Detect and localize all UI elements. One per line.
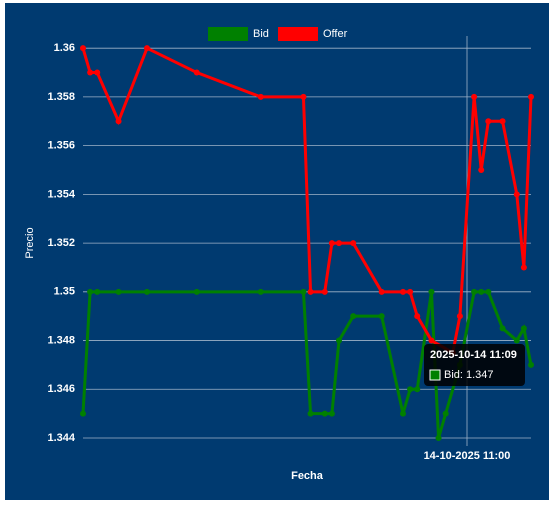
legend-label: Offer — [323, 28, 348, 40]
data-point — [87, 288, 94, 295]
data-point — [300, 288, 307, 295]
data-point — [115, 288, 122, 295]
data-point — [520, 325, 527, 332]
data-point — [378, 313, 385, 320]
data-point — [307, 288, 314, 295]
data-point — [471, 288, 478, 295]
data-point — [407, 288, 414, 295]
data-point — [528, 93, 534, 100]
data-point — [485, 118, 492, 125]
data-point — [400, 410, 406, 417]
y-tick-label: 1.346 — [47, 383, 75, 395]
data-point — [442, 410, 449, 417]
data-point — [407, 386, 414, 393]
data-point — [321, 410, 328, 417]
tooltip-label: Bid: 1.347 — [444, 369, 494, 381]
data-point — [513, 337, 520, 344]
data-point — [115, 118, 122, 125]
data-point — [307, 410, 314, 417]
data-point — [471, 93, 478, 100]
y-axis-title: Precio — [24, 227, 36, 258]
data-point — [87, 69, 94, 76]
data-point — [485, 288, 492, 295]
data-point — [257, 93, 264, 100]
data-point — [499, 325, 506, 332]
data-point — [321, 288, 328, 295]
x-tick-label: 14-10-2025 11:00 — [424, 450, 511, 462]
data-point — [328, 410, 335, 417]
data-point — [336, 337, 342, 344]
data-point — [478, 288, 485, 295]
data-point — [193, 288, 200, 295]
data-point — [428, 288, 435, 295]
y-tick-label: 1.352 — [47, 237, 75, 249]
data-point — [328, 240, 335, 247]
data-point — [94, 69, 101, 76]
legend-swatch — [208, 27, 248, 41]
data-point — [499, 118, 506, 125]
data-point — [336, 240, 342, 247]
x-axis-title: Fecha — [291, 470, 324, 482]
y-tick-label: 1.344 — [47, 432, 75, 444]
data-point — [80, 410, 86, 417]
series-line — [81, 290, 533, 439]
legend-swatch — [278, 27, 318, 41]
y-tick-label: 1.358 — [47, 91, 75, 103]
data-point — [80, 45, 86, 52]
data-point — [94, 288, 101, 295]
data-point — [478, 167, 485, 173]
data-point — [513, 191, 520, 198]
y-tick-label: 1.35 — [54, 286, 75, 298]
data-point — [378, 288, 385, 295]
data-point — [257, 288, 264, 295]
tooltip-swatch — [429, 369, 441, 381]
data-point — [520, 264, 527, 271]
tooltip: 2025-10-14 11:09 Bid: 1.347 — [424, 344, 525, 386]
legend-label: Bid — [253, 28, 269, 40]
data-point — [428, 337, 435, 344]
data-point — [414, 313, 421, 320]
data-point — [350, 240, 357, 247]
data-point — [144, 288, 150, 295]
tooltip-title: 2025-10-14 11:09 — [430, 349, 517, 361]
chart-background — [5, 3, 549, 500]
y-tick-label: 1.348 — [47, 334, 75, 346]
data-point — [144, 45, 150, 52]
data-point — [456, 313, 463, 320]
data-point — [300, 93, 307, 100]
data-point — [350, 313, 357, 320]
data-point — [435, 435, 442, 441]
y-tick-label: 1.356 — [47, 140, 75, 152]
data-point — [400, 288, 406, 295]
data-point — [528, 361, 534, 368]
data-point — [193, 69, 200, 76]
y-tick-label: 1.36 — [54, 42, 75, 54]
data-point — [414, 386, 421, 393]
y-tick-label: 1.354 — [47, 188, 75, 200]
tooltip-box — [424, 344, 525, 386]
